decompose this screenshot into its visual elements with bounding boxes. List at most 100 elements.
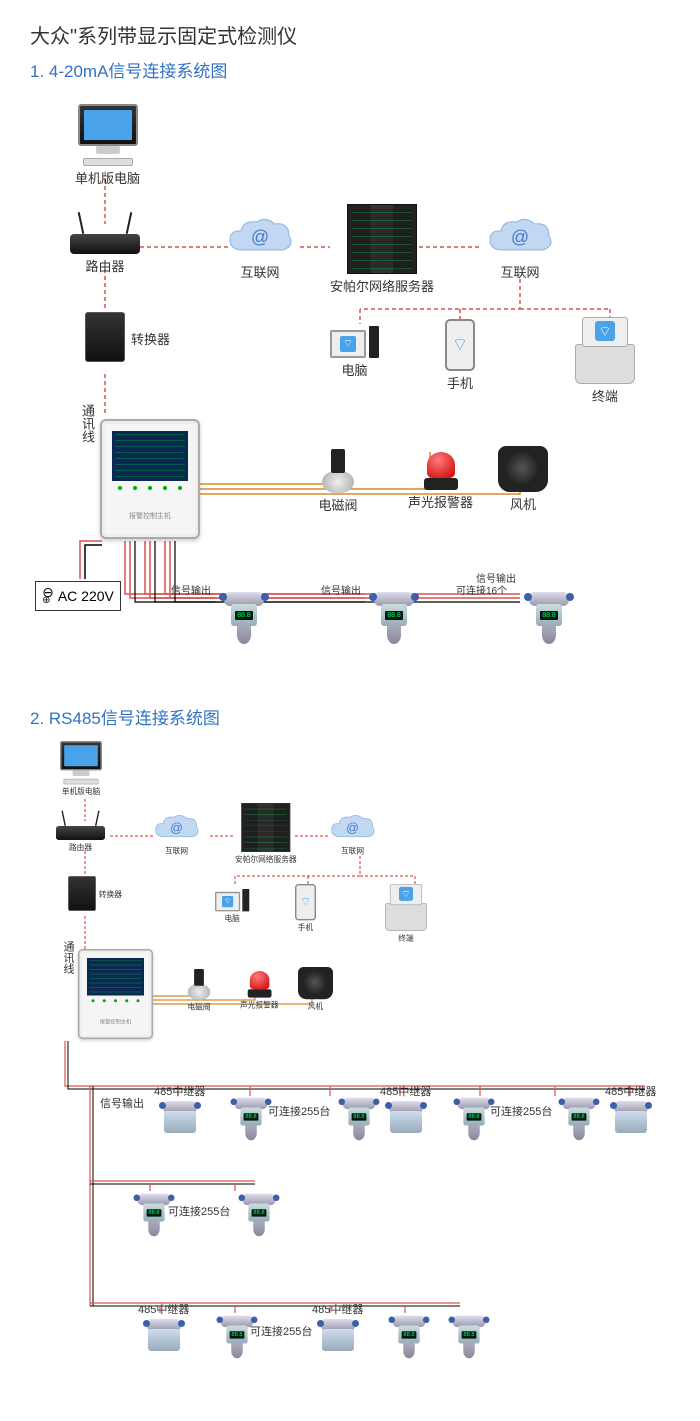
r3-sensor-3	[445, 1316, 493, 1359]
node-power: ⊖⊕ AC 220V	[35, 581, 121, 611]
sensor-icon	[215, 592, 273, 644]
node-alarm: 声光报警器	[408, 452, 473, 511]
computer2-label: 电脑	[224, 913, 239, 924]
cloud2a-label: 互联网	[165, 845, 188, 856]
router2-label: 路由器	[69, 841, 92, 852]
sig2-label: 信号输出	[321, 582, 361, 597]
r1-max1: 可连接255台	[268, 1103, 330, 1119]
alarm-icon	[247, 971, 271, 998]
node-sensor-3: 信号输出 可连接16个	[520, 592, 578, 644]
r1-max2: 可连接255台	[490, 1103, 552, 1119]
cloud-icon: @	[328, 813, 377, 844]
router-icon	[56, 826, 105, 840]
cloud-icon: @	[225, 216, 295, 260]
node-phone-2: 手机	[295, 884, 316, 933]
alarm-icon	[424, 452, 458, 490]
node-valve-2: 电磁阀	[185, 969, 213, 1012]
node-sensor-1: 信号输出	[215, 592, 273, 644]
page-title: 大众"系列带显示固定式检测仪	[30, 20, 670, 49]
converter-icon	[85, 312, 125, 362]
r1-sensor-2	[335, 1098, 383, 1141]
fan-icon	[498, 446, 548, 492]
valve-icon	[318, 449, 358, 493]
server-label: 安帕尔网络服务器	[330, 276, 434, 295]
r2-sensor-2	[235, 1194, 283, 1237]
server2-label: 安帕尔网络服务器	[235, 853, 297, 864]
monitor-icon	[78, 104, 138, 146]
valve-icon	[185, 969, 213, 1000]
node-pc: 单机版电脑	[75, 104, 140, 187]
sensor-icon	[235, 1194, 283, 1237]
node-alarm-2: 声光报警器	[240, 971, 279, 1010]
node-converter-2: 转换器	[68, 876, 122, 911]
router-icon	[70, 234, 140, 254]
node-panel: 报警控制主机	[100, 419, 200, 539]
max-conn-label: 可连接16个	[456, 582, 507, 597]
monitor-icon	[60, 741, 102, 770]
converter-label: 转换器	[131, 329, 170, 348]
sensor-icon	[520, 592, 578, 644]
node-valve: 电磁阀	[318, 449, 358, 514]
cloud1-label: 互联网	[240, 262, 279, 281]
cloud-icon: @	[485, 216, 555, 260]
svg-text:@: @	[251, 227, 269, 247]
node-cloud2: @ 互联网	[485, 216, 555, 281]
keyboard-icon	[83, 158, 133, 166]
svg-text:@: @	[511, 227, 529, 247]
pc2-label: 单机版电脑	[62, 786, 101, 797]
r1-sensor-4	[555, 1098, 603, 1141]
r3-repeater-2: 485中继器	[312, 1299, 363, 1355]
sensor-icon	[445, 1316, 493, 1359]
alarm-label: 声光报警器	[408, 492, 473, 511]
router-label: 路由器	[85, 256, 124, 275]
sigout2-label: 信号输出	[100, 1095, 144, 1111]
node-converter: 转换器	[85, 312, 170, 362]
sensor-icon	[555, 1098, 603, 1141]
node-phone: 手机	[445, 319, 475, 392]
phone2-label: 手机	[298, 922, 313, 933]
node-server-2: 安帕尔网络服务器	[235, 803, 297, 865]
controller-panel-icon: 报警控制主机	[100, 419, 200, 539]
commline-label: 通讯线	[78, 404, 97, 443]
r1-repeater-3: 485中继器	[605, 1081, 656, 1137]
r3-repeater-1: 485中继器	[138, 1299, 189, 1355]
controller-panel-icon: 报警控制主机	[78, 949, 153, 1039]
valve-label: 电磁阀	[318, 495, 357, 514]
svg-text:@: @	[346, 821, 359, 835]
laptop-icon	[575, 344, 635, 384]
diagram-1: 单机版电脑 路由器 @ 互联网 安帕尔网络服务器 @ 互联网 转换器 电脑 手机	[30, 94, 670, 674]
repeater-icon	[607, 1101, 655, 1137]
keyboard-icon	[64, 779, 99, 785]
r1-repeater-1: 485中继器	[154, 1081, 205, 1137]
terminal2-label: 终端	[398, 932, 413, 943]
server-rack-icon	[347, 204, 417, 274]
sensor-icon	[335, 1098, 383, 1141]
cloud-icon: @	[152, 813, 201, 844]
r1-repeater-2: 485中继器	[380, 1081, 431, 1137]
server-rack-icon	[241, 803, 290, 852]
laptop-icon	[385, 903, 427, 931]
power-label: AC 220V	[58, 588, 114, 604]
polarity-icon: ⊖⊕	[42, 588, 54, 605]
phone-label: 手机	[447, 373, 473, 392]
node-panel-2: 报警控制主机	[78, 949, 153, 1039]
node-pc-2: 单机版电脑	[60, 741, 102, 797]
node-computer: 电脑	[330, 326, 379, 379]
commline2-label: 通讯线	[60, 941, 76, 974]
converter-icon	[68, 876, 96, 911]
pc-label: 单机版电脑	[75, 168, 140, 187]
phone-icon	[295, 884, 316, 920]
repeater-icon	[156, 1101, 204, 1137]
node-router-2: 路由器	[56, 826, 105, 853]
section1-heading: 1. 4-20mA信号连接系统图	[30, 57, 670, 82]
r3-sensor-2	[385, 1316, 433, 1359]
node-router: 路由器	[70, 234, 140, 275]
node-fan-2: 风机	[298, 967, 333, 1012]
section2-heading: 2. RS485信号连接系统图	[30, 704, 670, 729]
node-cloud1: @ 互联网	[225, 216, 295, 281]
sensor-icon	[365, 592, 423, 644]
repeater-icon	[314, 1319, 362, 1355]
node-sensor-2: 信号输出	[365, 592, 423, 644]
sig1-label: 信号输出	[171, 582, 211, 597]
node-cloud-2b: @ 互联网	[328, 813, 377, 856]
